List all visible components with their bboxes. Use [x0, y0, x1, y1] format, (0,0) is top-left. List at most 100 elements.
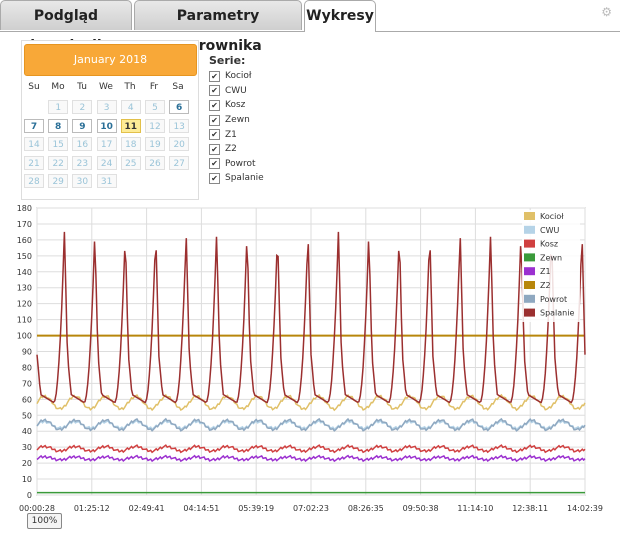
calendar-day[interactable]: 28: [24, 174, 44, 189]
weekday-label: We: [99, 82, 113, 92]
calendar-day[interactable]: 22: [48, 155, 69, 170]
calendar-day[interactable]: 14: [24, 137, 44, 152]
legend-swatch: [524, 308, 535, 317]
checkbox[interactable]: ✔: [209, 70, 220, 82]
calendar-day[interactable]: 12: [145, 118, 165, 133]
checkbox[interactable]: ✔: [209, 172, 220, 184]
series-label: Zewn: [225, 115, 250, 126]
calendar-day[interactable]: 17: [96, 137, 117, 152]
y-tick-label: 170: [17, 220, 32, 229]
checkbox[interactable]: ✔: [209, 99, 220, 111]
x-tick-label: 07:02:23: [293, 504, 329, 513]
calendar-day[interactable]: 27: [169, 155, 190, 170]
legend-swatch: [524, 239, 535, 248]
calendar-day[interactable]: 5: [145, 100, 165, 114]
y-tick-label: 110: [17, 316, 32, 325]
calendar-day[interactable]: 16: [72, 137, 93, 152]
calendar-day[interactable]: 18: [120, 137, 141, 152]
calendar-day[interactable]: 11: [120, 118, 141, 133]
calendar-day[interactable]: 31: [96, 174, 117, 189]
series-line-kocioł: [36, 393, 586, 412]
calendar-day[interactable]: 19: [145, 137, 165, 152]
series-item[interactable]: ✔ Spalanie: [209, 171, 264, 186]
calendar-day[interactable]: 2: [72, 100, 93, 114]
series-item[interactable]: ✔ Kocioł: [209, 69, 264, 84]
checkbox[interactable]: ✔: [209, 158, 220, 170]
series-line-kosz: [36, 444, 586, 454]
weekday-label: Tu: [77, 82, 87, 92]
series-label: CWU: [225, 85, 247, 96]
tab-wykresy[interactable]: Wykresy: [304, 0, 376, 32]
tab-podglad[interactable]: Podgląd instalacji: [0, 0, 132, 54]
calendar-day[interactable]: 20: [169, 137, 190, 152]
legend-swatch: [524, 294, 535, 303]
calendar-day[interactable]: 1: [48, 100, 69, 114]
series-list: ✔ Kocioł ✔ CWU ✔ Kosz ✔ Zewn ✔ Z1 ✔ Z2 ✔ Powrot ✔ Spala…: [209, 69, 264, 186]
calendar: January 2018 Su Mo Tu We Th Fr Sa 1 2 3 4 5 6 7 8 9 10 11…: [21, 40, 199, 200]
calendar-title: January 2018: [24, 44, 197, 76]
y-tick-label: 100: [17, 332, 32, 341]
x-tick-label: 04:14:51: [183, 504, 219, 513]
tab-parametry[interactable]: Parametry sterownika: [134, 0, 302, 54]
calendar-day[interactable]: 9: [72, 118, 93, 133]
series-item[interactable]: ✔ CWU: [209, 84, 264, 99]
series-label: Z1: [225, 129, 237, 140]
calendar-day[interactable]: 6: [169, 100, 190, 114]
legend-label: Kocioł: [540, 212, 564, 221]
calendar-day[interactable]: 10: [96, 118, 117, 133]
calendar-day[interactable]: 3: [96, 100, 117, 114]
series-item[interactable]: ✔ Zewn: [209, 113, 264, 128]
legend-label: CWU: [540, 226, 559, 235]
series-item[interactable]: ✔ Kosz: [209, 98, 264, 113]
y-tick-label: 90: [22, 348, 32, 357]
calendar-day[interactable]: 15: [48, 137, 69, 152]
y-tick-label: 130: [17, 284, 32, 293]
calendar-day[interactable]: 23: [72, 155, 93, 170]
checkbox[interactable]: ✔: [209, 143, 220, 155]
calendar-day[interactable]: 8: [48, 118, 69, 133]
series-label: Spalanie: [225, 173, 264, 184]
calendar-day[interactable]: 29: [48, 174, 69, 189]
x-tick-label: 09:50:38: [403, 504, 439, 513]
x-tick-label: 11:14:10: [457, 504, 493, 513]
series-item[interactable]: ✔ Z2: [209, 142, 264, 157]
checkbox[interactable]: ✔: [209, 114, 220, 126]
legend-label: Spalanie: [540, 309, 574, 318]
calendar-day[interactable]: 26: [145, 155, 165, 170]
x-tick-label: 08:26:35: [348, 504, 384, 513]
weekday-label: Th: [124, 82, 136, 92]
checkbox[interactable]: ✔: [209, 129, 220, 141]
calendar-day[interactable]: 30: [72, 174, 93, 189]
checkbox[interactable]: ✔: [209, 85, 220, 97]
calendar-day[interactable]: 7: [24, 118, 44, 133]
calendar-day[interactable]: 4: [120, 100, 141, 114]
calendar-day[interactable]: 21: [24, 155, 44, 170]
x-tick-label: 02:49:41: [129, 504, 165, 513]
settings-icon[interactable]: ⚙: [601, 5, 612, 19]
series-item[interactable]: ✔ Z1: [209, 127, 264, 142]
x-tick-label: 00:00:28: [19, 504, 55, 513]
y-tick-label: 120: [17, 300, 32, 309]
y-tick-label: 150: [17, 252, 32, 261]
legend-swatch: [524, 281, 535, 289]
legend-swatch: [524, 253, 535, 262]
series-item[interactable]: ✔ Powrot: [209, 157, 264, 172]
calendar-day[interactable]: 13: [169, 118, 190, 133]
y-tick-label: 60: [22, 395, 32, 404]
calendar-day[interactable]: 25: [120, 155, 141, 170]
x-tick-label: 14:02:39: [567, 504, 603, 513]
legend-label: Powrot: [540, 295, 567, 304]
legend-label: Zewn: [540, 253, 562, 262]
zoom-button[interactable]: 100%: [27, 513, 62, 529]
calendar-day[interactable]: 24: [96, 155, 117, 170]
series-label: Kosz: [225, 100, 246, 111]
x-tick-label: 05:39:19: [238, 504, 274, 513]
series-panel: Serie: ✔ Kocioł ✔ CWU ✔ Kosz ✔ Zewn ✔ Z1 ✔ Z2 ✔ Powro…: [209, 54, 264, 186]
y-tick-label: 160: [17, 236, 32, 245]
y-tick-label: 10: [22, 475, 32, 484]
weekday-label: Su: [28, 82, 40, 92]
y-tick-label: 40: [22, 427, 32, 436]
line-chart: 0 10 20 30 40 50 60 70 80 90 100 110 120 130 140 150 160…: [17, 204, 603, 513]
y-tick-label: 20: [22, 459, 32, 468]
y-tick-label: 180: [17, 204, 32, 213]
